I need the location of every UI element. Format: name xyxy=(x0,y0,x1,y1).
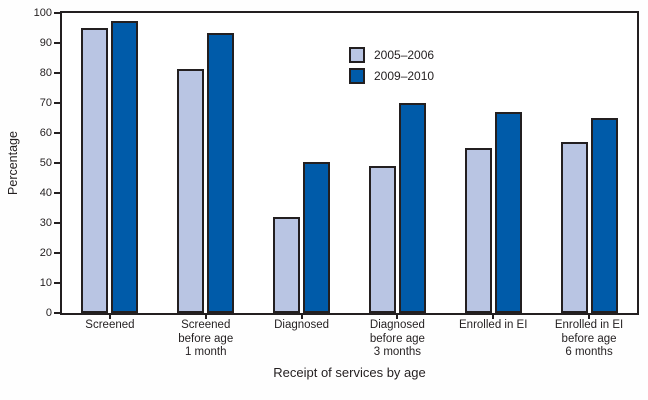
bar xyxy=(81,28,109,313)
y-tick-label: 30 xyxy=(39,217,52,229)
legend-item-2005-2006: 2005–2006 xyxy=(349,47,434,63)
x-tick-mark xyxy=(108,313,111,319)
bar-group xyxy=(445,13,541,313)
y-tick-mark xyxy=(54,12,60,14)
bar xyxy=(560,142,588,313)
bar-group xyxy=(62,13,158,313)
bar xyxy=(494,112,522,313)
y-tick-mark xyxy=(54,102,60,104)
bar xyxy=(464,148,492,313)
legend-item-2009-2010: 2009–2010 xyxy=(349,68,434,84)
x-tick-label: Enrolled in EI before age 6 months xyxy=(554,319,624,359)
legend-swatch-2005-2006 xyxy=(349,47,365,63)
y-tick-mark xyxy=(54,132,60,134)
x-tick-label: Screened before age 1 month xyxy=(178,319,234,359)
y-tick-mark xyxy=(54,252,60,254)
x-tick-mark xyxy=(300,313,303,319)
y-tick-mark xyxy=(54,192,60,194)
plot-area: 2005–2006 2009–2010 xyxy=(60,11,639,315)
bar xyxy=(368,166,396,313)
x-tick-label: Diagnosed before age 3 months xyxy=(369,319,425,359)
x-tick-label: Enrolled in EI xyxy=(459,319,528,331)
y-tick-mark xyxy=(54,162,60,164)
y-tick-label: 20 xyxy=(39,247,52,259)
y-tick-label: 0 xyxy=(45,307,52,319)
bar xyxy=(590,118,618,313)
y-tick-mark xyxy=(54,72,60,74)
bar-group xyxy=(158,13,254,313)
bar xyxy=(207,32,235,313)
y-tick-label: 100 xyxy=(33,7,52,19)
x-tick-mark xyxy=(396,313,399,319)
bar-group xyxy=(254,13,350,313)
x-tick-label: Diagnosed xyxy=(274,319,330,331)
x-tick-mark xyxy=(492,313,495,319)
y-tick-mark xyxy=(54,42,60,44)
x-tick-mark xyxy=(204,313,207,319)
bar-group xyxy=(541,13,637,313)
y-tick-mark xyxy=(54,222,60,224)
y-tick-label: 50 xyxy=(39,157,52,169)
y-tick-label: 90 xyxy=(39,37,52,49)
legend: 2005–2006 2009–2010 xyxy=(349,47,434,84)
y-tick-label: 40 xyxy=(39,187,52,199)
legend-label-2009-2010: 2009–2010 xyxy=(374,69,435,83)
bar-group xyxy=(349,13,445,313)
x-axis-labels: Screened Screened before age 1 month Diagn… xyxy=(62,319,637,360)
y-tick-mark xyxy=(54,312,60,314)
bar xyxy=(273,217,301,313)
legend-label-2005-2006: 2005–2006 xyxy=(374,48,435,62)
y-tick-label: 80 xyxy=(39,67,52,79)
legend-swatch-2009-2010 xyxy=(349,68,365,84)
bar xyxy=(177,68,205,313)
bar xyxy=(111,20,139,313)
y-tick-label: 60 xyxy=(39,127,52,139)
bar xyxy=(303,161,331,313)
x-tick-mark xyxy=(588,313,591,319)
y-tick-label: 70 xyxy=(39,97,52,109)
bar xyxy=(398,103,426,313)
y-tick-label: 10 xyxy=(39,277,52,289)
y-tick-mark xyxy=(54,282,60,284)
x-axis-title: Receipt of services by age xyxy=(273,365,426,380)
x-tick-label: Screened xyxy=(85,319,135,331)
plot-bars xyxy=(62,13,637,313)
